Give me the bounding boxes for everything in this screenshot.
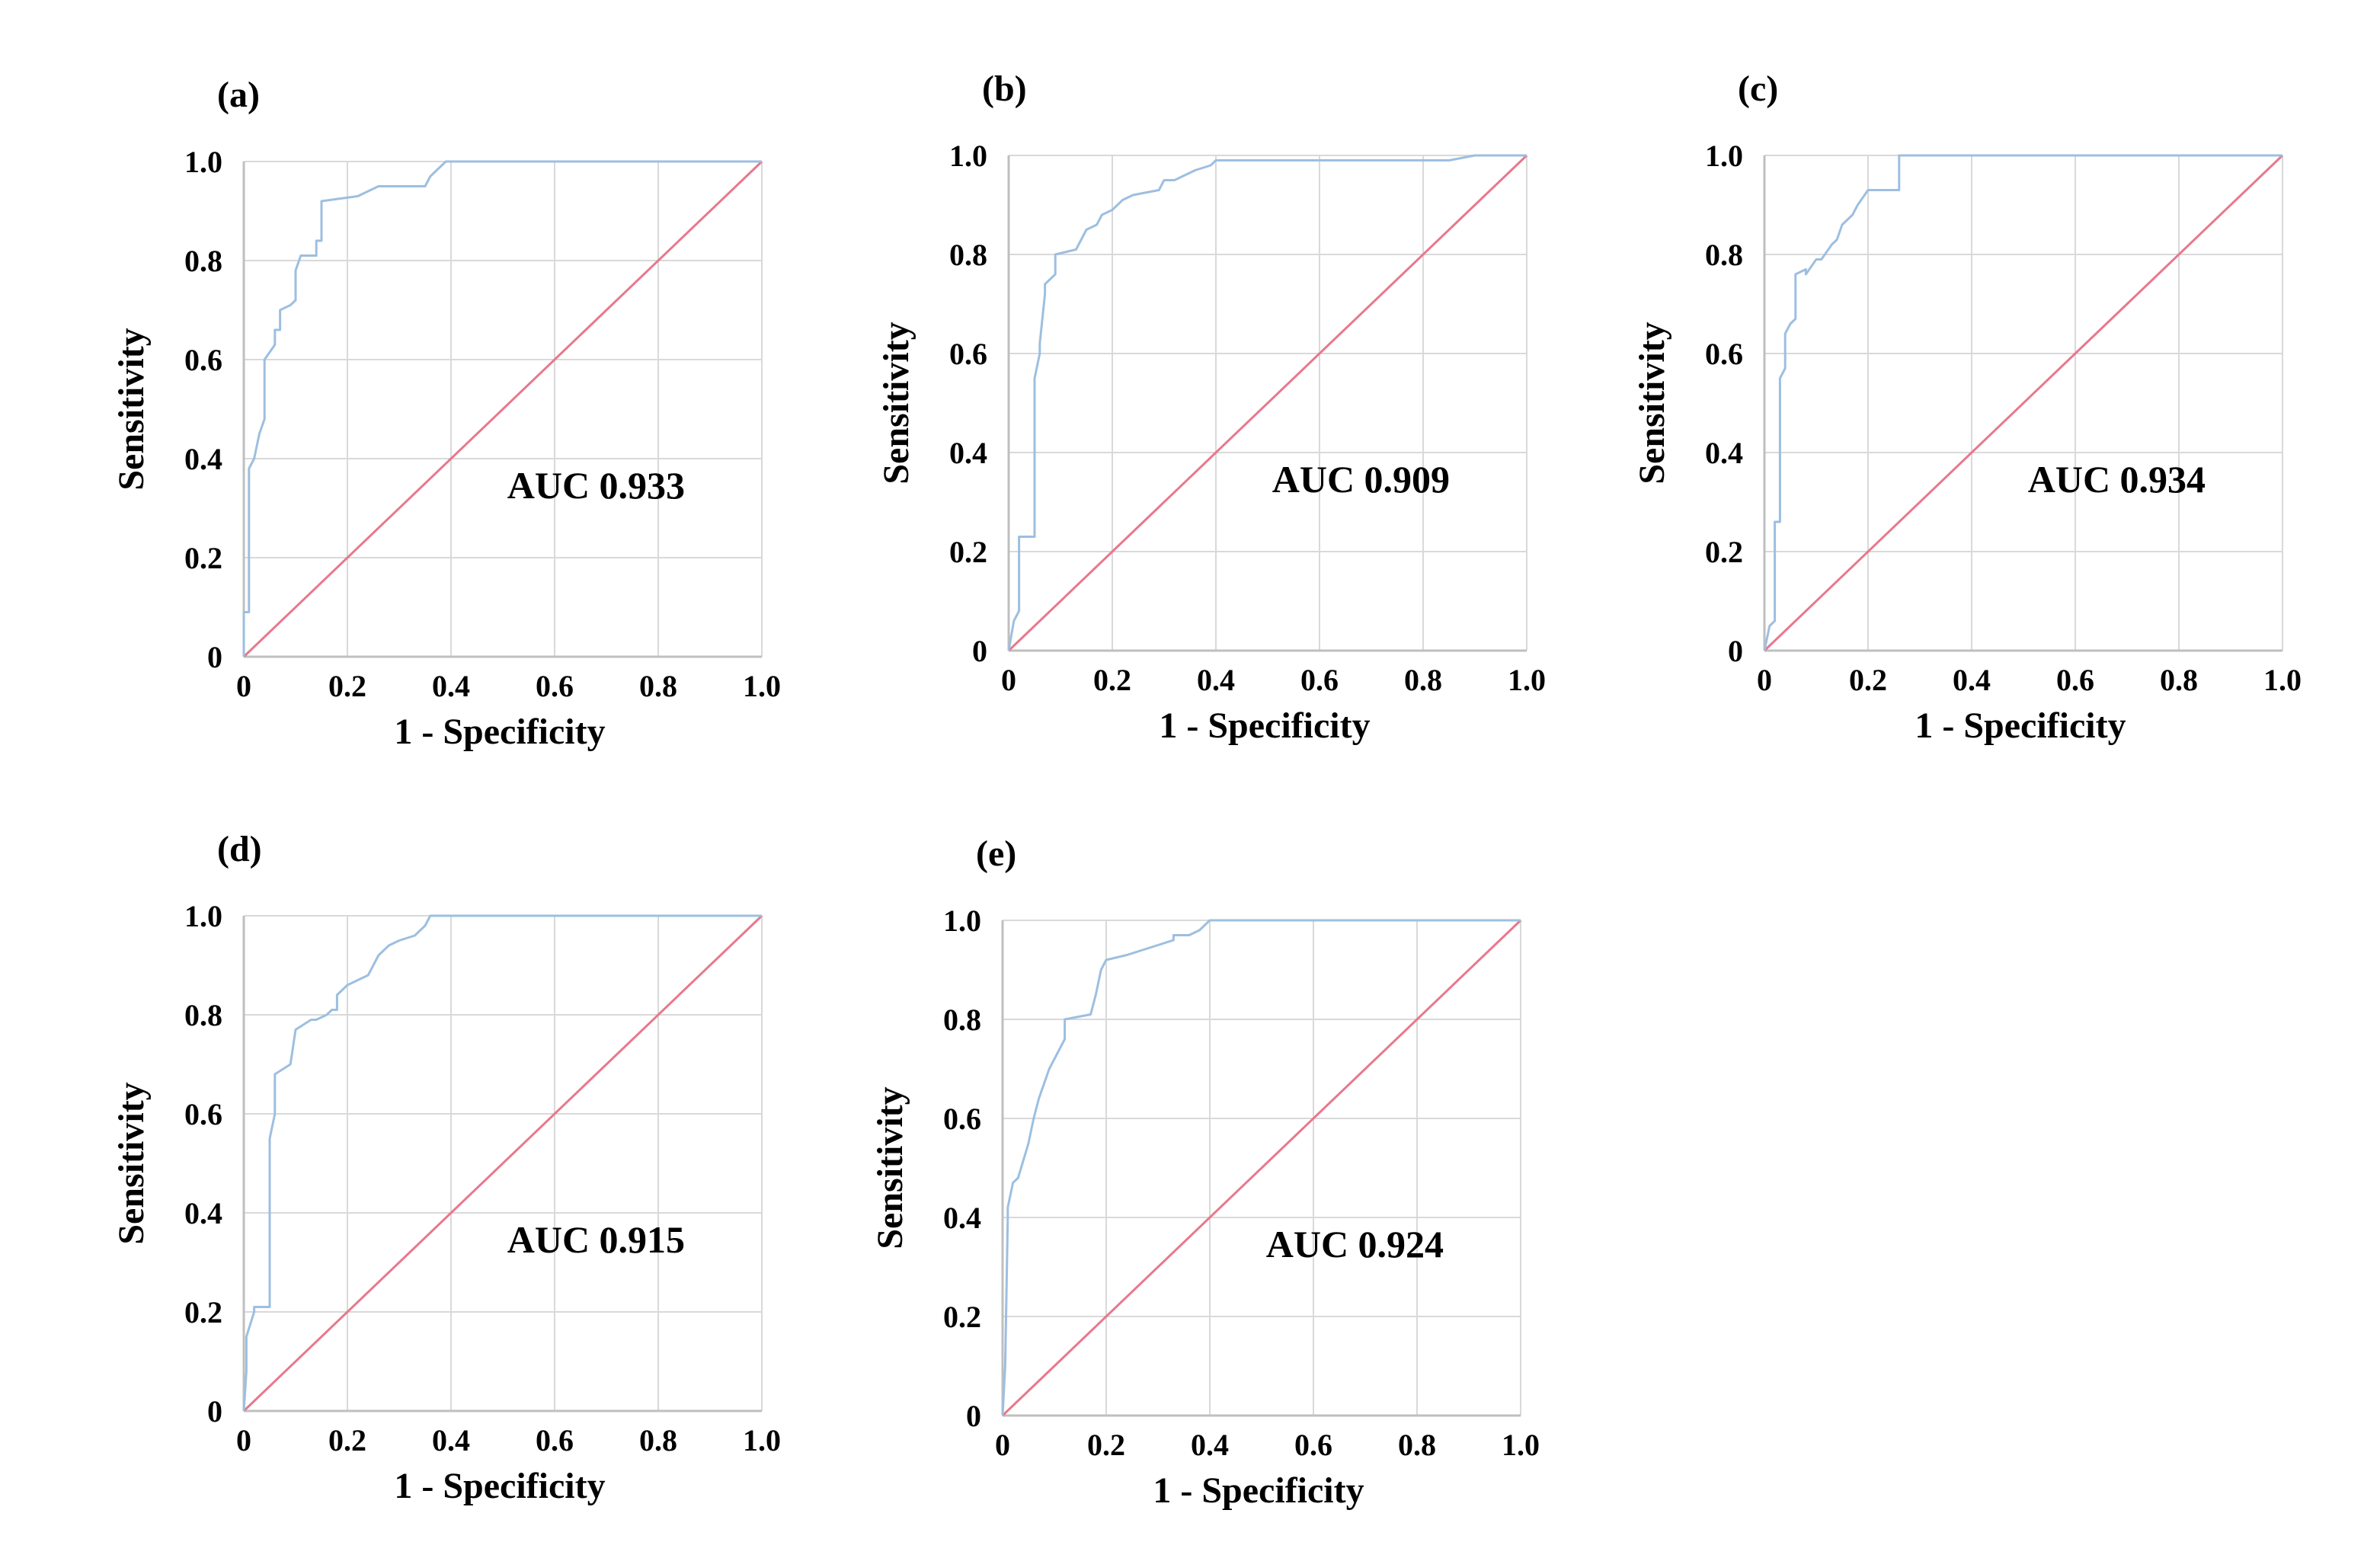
x-tick-label: 0	[995, 1428, 1010, 1462]
y-tick-label: 1.0	[943, 904, 981, 938]
x-tick-label: 0.6	[536, 1423, 574, 1457]
x-tick-label: 1.0	[1508, 663, 1546, 697]
y-tick-label: 0.2	[1705, 535, 1743, 569]
roc-curve	[242, 160, 762, 657]
x-tick-label: 0.4	[1197, 663, 1235, 697]
x-axis-title: 1 - Specificity	[394, 712, 605, 752]
x-tick-label: 0.8	[2160, 663, 2198, 697]
y-tick-label: 1.0	[184, 899, 222, 933]
y-tick-label: 0.8	[1705, 238, 1743, 272]
x-tick-label: 0.4	[1953, 663, 1991, 697]
reference-line	[242, 914, 763, 1412]
y-axis-title: Sensitivity	[870, 1086, 910, 1249]
x-tick-label: 0.4	[432, 1423, 470, 1457]
y-tick-label: 0	[1728, 634, 1743, 668]
x-tick-label: 0.8	[1398, 1428, 1436, 1462]
y-tick-label: 0.8	[184, 998, 222, 1032]
panel-label: (b)	[982, 69, 1027, 109]
y-tick-label: 0.8	[184, 244, 222, 278]
auc-annotation: AUC 0.934	[2028, 458, 2206, 501]
x-tick-label: 0.6	[1294, 1428, 1332, 1462]
auc-annotation: AUC 0.933	[507, 464, 685, 507]
y-tick-label: 0.4	[1705, 436, 1743, 470]
y-axis-title: Sensitivity	[111, 1082, 152, 1244]
x-tick-label: 0.8	[639, 1423, 677, 1457]
roc-panel-d: (d) 0 0.2 0.4 0.6 0.8 1.0 0 0.2 0.4 0.6 0.8 1.0 1 - S…	[111, 829, 781, 1506]
y-tick-label: 0.2	[949, 535, 987, 569]
y-tick-label: 0.4	[184, 442, 222, 476]
roc-panel-e: (e) 0 0.2 0.4 0.6 0.8 1.0 0 0.2 0.4 0.6 0.8 1.0 1 - S…	[870, 833, 1540, 1511]
reference-line	[1763, 154, 2284, 652]
roc-curve	[1763, 154, 2282, 651]
y-tick-label: 0.4	[184, 1196, 222, 1230]
y-tick-label: 0.4	[949, 436, 987, 470]
panel-label: (d)	[217, 829, 262, 869]
roc-curve	[1007, 154, 1527, 651]
y-tick-label: 0.2	[184, 1295, 222, 1329]
auc-annotation: AUC 0.909	[1272, 458, 1450, 501]
roc-curve	[1001, 919, 1521, 1416]
reference-line	[1001, 919, 1522, 1417]
x-tick-label: 1.0	[743, 1423, 781, 1457]
x-tick-label: 0.8	[639, 669, 677, 703]
y-tick-label: 0	[207, 640, 222, 674]
auc-annotation: AUC 0.915	[507, 1218, 685, 1261]
y-tick-label: 1.0	[184, 145, 222, 179]
y-tick-label: 0	[207, 1394, 222, 1428]
x-tick-label: 0.6	[1300, 663, 1339, 697]
panel-label: (a)	[217, 75, 260, 115]
y-tick-label: 0.6	[1705, 337, 1743, 371]
x-tick-label: 0.2	[1849, 663, 1887, 697]
y-tick-label: 0	[972, 634, 987, 668]
x-tick-label: 0.2	[328, 1423, 366, 1457]
x-tick-label: 0	[236, 1423, 251, 1457]
y-tick-label: 1.0	[949, 139, 987, 173]
x-tick-label: 1.0	[743, 669, 781, 703]
x-tick-label: 0.2	[1093, 663, 1131, 697]
y-tick-label: 0	[966, 1399, 981, 1433]
x-tick-label: 1.0	[1502, 1428, 1540, 1462]
y-tick-label: 0.6	[943, 1102, 981, 1136]
x-tick-label: 0.6	[2056, 663, 2094, 697]
y-tick-label: 0.2	[184, 541, 222, 575]
x-axis-title: 1 - Specificity	[1153, 1470, 1364, 1511]
x-axis-title: 1 - Specificity	[1915, 705, 2126, 746]
roc-panel-a: (a) 0 0.2 0.4 0.6 0.8 1.0 0 0.2 0.4 0.6 0.8 1.0 1 - S…	[111, 75, 781, 752]
panel-label: (e)	[976, 833, 1016, 874]
x-tick-label: 0.2	[328, 669, 366, 703]
x-tick-label: 0.4	[1191, 1428, 1229, 1462]
x-tick-label: 0.4	[432, 669, 470, 703]
roc-curve	[242, 914, 762, 1412]
y-tick-label: 0.8	[949, 238, 987, 272]
y-axis-title: Sensitivity	[876, 322, 916, 484]
y-tick-label: 0.6	[949, 337, 987, 371]
y-axis-title: Sensitivity	[111, 328, 152, 490]
y-tick-label: 0.6	[184, 343, 222, 377]
panel-label: (c)	[1738, 69, 1778, 109]
y-tick-label: 1.0	[1705, 139, 1743, 173]
x-tick-label: 0.6	[536, 669, 574, 703]
reference-line	[1007, 154, 1528, 652]
x-tick-label: 0	[236, 669, 251, 703]
x-axis-title: 1 - Specificity	[1159, 705, 1370, 746]
x-tick-label: 0.8	[1404, 663, 1442, 697]
reference-line	[242, 160, 763, 658]
x-tick-label: 0.2	[1087, 1428, 1125, 1462]
roc-panel-b: (b) 0 0.2 0.4 0.6 0.8 1.0 0 0.2 0.4 0.6 0.8 1.0 1 - S…	[876, 69, 1546, 746]
y-axis-title: Sensitivity	[1632, 322, 1672, 484]
y-tick-label: 0.2	[943, 1300, 981, 1334]
x-tick-label: 1.0	[2263, 663, 2302, 697]
y-tick-label: 0.6	[184, 1097, 222, 1131]
x-axis-title: 1 - Specificity	[394, 1466, 605, 1506]
x-tick-label: 0	[1001, 663, 1016, 697]
x-tick-label: 0	[1757, 663, 1772, 697]
y-tick-label: 0.4	[943, 1201, 981, 1235]
y-tick-label: 0.8	[943, 1003, 981, 1037]
auc-annotation: AUC 0.924	[1266, 1223, 1444, 1265]
roc-panel-c: (c) 0 0.2 0.4 0.6 0.8 1.0 0 0.2 0.4 0.6 0.8 1.0 1 - S…	[1632, 69, 2302, 746]
